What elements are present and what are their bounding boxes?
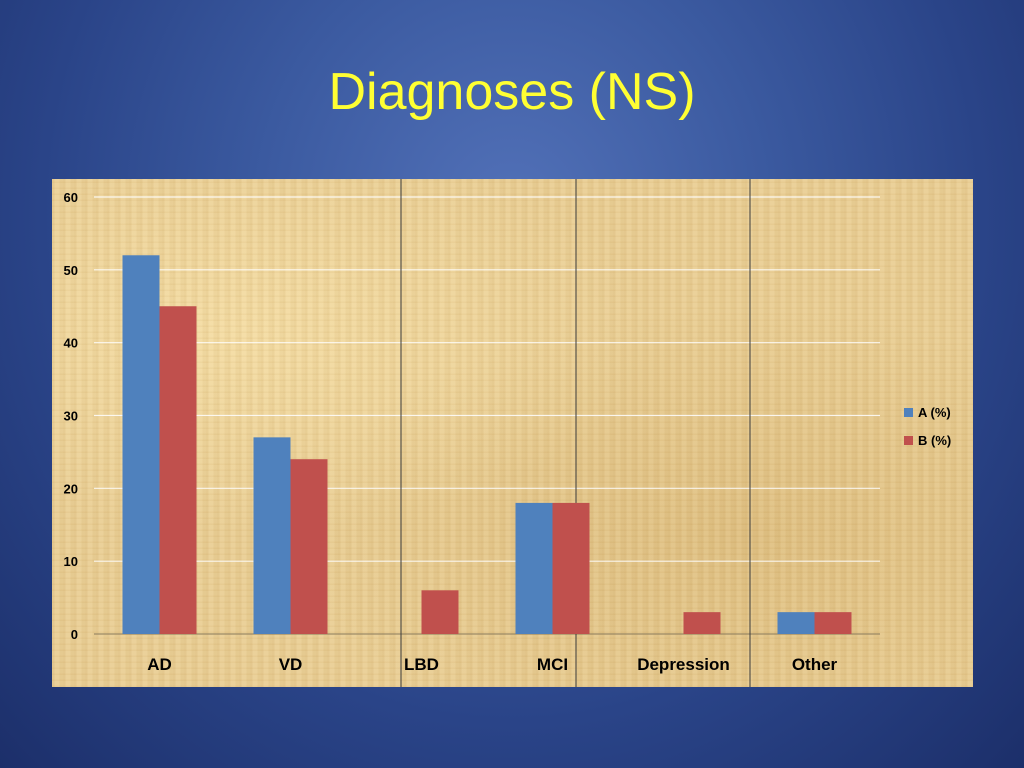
bar-a-vd [253,437,291,634]
bar-a-ad [122,255,160,634]
bar-b-lbd [421,590,459,634]
bar-b-mci [552,502,590,634]
bar-a-mci [515,502,553,634]
y-tick-label: 30 [64,409,78,424]
x-category-label: Depression [637,655,730,674]
x-category-label: LBD [404,655,439,674]
bar-a-other [777,612,815,634]
legend-swatch [904,408,913,417]
bar-b-vd [290,459,328,634]
x-category-label: MCI [537,655,568,674]
y-tick-label: 50 [64,263,78,278]
y-tick-label: 0 [71,627,78,642]
y-tick-label: 60 [64,190,78,205]
bar-b-other [814,612,852,634]
bar-chart: 0 10 20 30 40 50 60 AD VD LBD MCI Depression Other A … [64,179,951,687]
chart-panel: 0 10 20 30 40 50 60 AD VD LBD MCI Depression Other A … [52,179,973,687]
bar-b-ad [159,306,197,634]
bar-b-depression [683,612,721,634]
y-tick-label: 40 [64,336,78,351]
legend-label: A (%) [918,405,951,420]
slide-title: Diagnoses (NS) [328,63,696,121]
x-category-label: VD [279,655,303,674]
y-tick-label: 20 [64,481,78,496]
x-category-label: AD [147,655,172,674]
legend-label: B (%) [918,433,951,448]
y-tick-label: 10 [64,554,78,569]
x-category-label: Other [792,655,838,674]
legend-swatch [904,436,913,445]
